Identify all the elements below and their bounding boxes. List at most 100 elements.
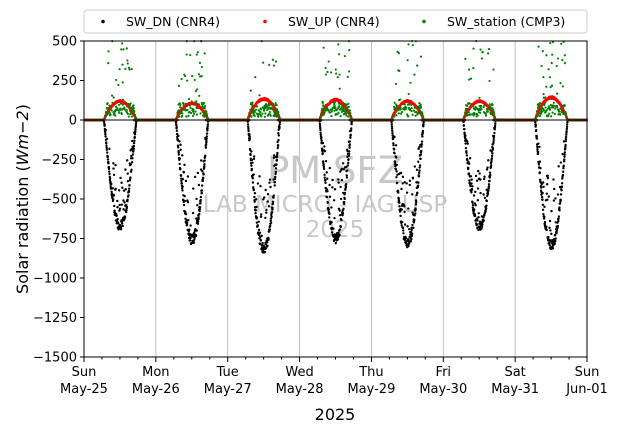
sw-station-point	[195, 113, 198, 116]
sw-dn-point	[276, 144, 280, 147]
sw-dn-point	[183, 163, 186, 167]
sw-station-point	[123, 106, 126, 109]
sw-dn-point	[326, 177, 329, 180]
sw-dn-point	[264, 216, 267, 220]
sw-dn-point	[254, 212, 257, 215]
sw-dn-point	[271, 206, 274, 210]
sw-station-point	[118, 68, 121, 71]
sw-dn-point	[107, 170, 111, 173]
sw-dn-point	[183, 199, 187, 203]
sw-dn-point	[177, 134, 180, 137]
sw-dn-point	[328, 212, 331, 216]
sw-dn-point	[124, 188, 127, 191]
sw-station-point	[107, 62, 110, 65]
sw-dn-point	[393, 160, 397, 164]
sw-station-point	[338, 73, 341, 76]
sw-dn-point	[407, 244, 410, 248]
sw-station-point	[347, 70, 351, 73]
sw-station-point	[343, 54, 347, 58]
sw-dn-point	[178, 162, 181, 166]
sw-dn-point	[406, 225, 409, 228]
sw-dn-point	[177, 151, 180, 154]
sw-dn-point	[178, 140, 181, 143]
sw-dn-point	[263, 250, 267, 254]
sw-dn-point	[323, 150, 327, 153]
sw-dn-point	[403, 210, 406, 214]
sw-dn-point	[419, 153, 423, 156]
sw-dn-point	[206, 123, 210, 126]
sw-station-point	[110, 94, 114, 97]
sw-dn-point	[462, 124, 466, 127]
sw-station-point	[125, 47, 128, 50]
sw-dn-point	[333, 216, 336, 220]
sw-dn-point	[105, 148, 109, 151]
sw-dn-point	[205, 132, 209, 135]
sw-station-point	[117, 83, 120, 87]
sw-dn-point	[259, 215, 263, 218]
sw-station-point	[326, 70, 329, 74]
sw-dn-point	[342, 207, 345, 211]
sw-station-point	[269, 114, 272, 117]
sw-station-point	[127, 115, 130, 118]
sw-dn-point	[175, 126, 178, 129]
sw-station-point	[405, 106, 408, 109]
sw-dn-point	[340, 218, 343, 222]
sw-dn-point	[403, 223, 407, 226]
sw-dn-point	[399, 214, 402, 218]
sw-dn-point	[199, 201, 202, 205]
sw-station-point	[120, 48, 123, 51]
sw-dn-point	[415, 201, 418, 204]
sw-dn-point	[277, 134, 281, 137]
sw-dn-point	[343, 191, 347, 195]
sw-dn-point	[415, 168, 419, 172]
sw-dn-point	[330, 221, 333, 224]
sw-dn-point	[328, 166, 331, 170]
sw-station-point	[121, 42, 124, 45]
sw-station-point	[395, 114, 398, 117]
sw-station-point	[407, 43, 410, 46]
sw-dn-point	[118, 203, 121, 207]
sw-dn-point	[467, 166, 470, 170]
sw-dn-point	[122, 208, 125, 211]
sw-dn-point	[200, 189, 204, 192]
sw-dn-point	[412, 226, 415, 229]
sw-station-point	[333, 109, 336, 112]
sw-dn-point	[246, 120, 250, 123]
sw-station-point	[130, 115, 133, 118]
sw-dn-point	[343, 201, 346, 204]
sw-station-point	[115, 78, 118, 82]
sw-station-point	[128, 68, 131, 71]
sw-station-point	[467, 111, 470, 114]
sw-dn-point	[276, 151, 279, 155]
sw-dn-point	[205, 135, 209, 138]
sw-dn-point	[348, 143, 351, 146]
sw-dn-point	[196, 220, 200, 223]
sw-dn-point	[418, 166, 421, 169]
sw-dn-point	[328, 183, 331, 187]
sw-dn-point	[198, 209, 201, 213]
sw-dn-point	[106, 158, 110, 161]
sw-dn-point	[407, 238, 410, 242]
sw-station-point	[187, 114, 190, 118]
sw-dn-point	[278, 125, 281, 129]
sw-dn-point	[112, 162, 115, 165]
sw-station-point	[347, 105, 350, 109]
sw-dn-point	[124, 210, 128, 214]
sw-station-point	[333, 101, 337, 104]
sw-dn-point	[192, 187, 195, 190]
sw-dn-point	[422, 125, 425, 128]
sw-dn-point	[105, 144, 108, 148]
sw-dn-point	[417, 171, 421, 175]
sw-station-point	[203, 52, 206, 55]
sw-station-point	[407, 115, 410, 118]
sw-station-point	[192, 114, 195, 118]
sw-dn-point	[393, 148, 396, 151]
sw-dn-point	[270, 211, 274, 214]
sw-dn-point	[128, 184, 131, 187]
sw-dn-point	[105, 137, 109, 141]
sw-dn-point	[175, 129, 179, 132]
sw-dn-point	[276, 146, 279, 150]
sw-dn-point	[117, 222, 120, 225]
sw-dn-point	[330, 231, 334, 234]
sw-dn-point	[393, 135, 396, 139]
